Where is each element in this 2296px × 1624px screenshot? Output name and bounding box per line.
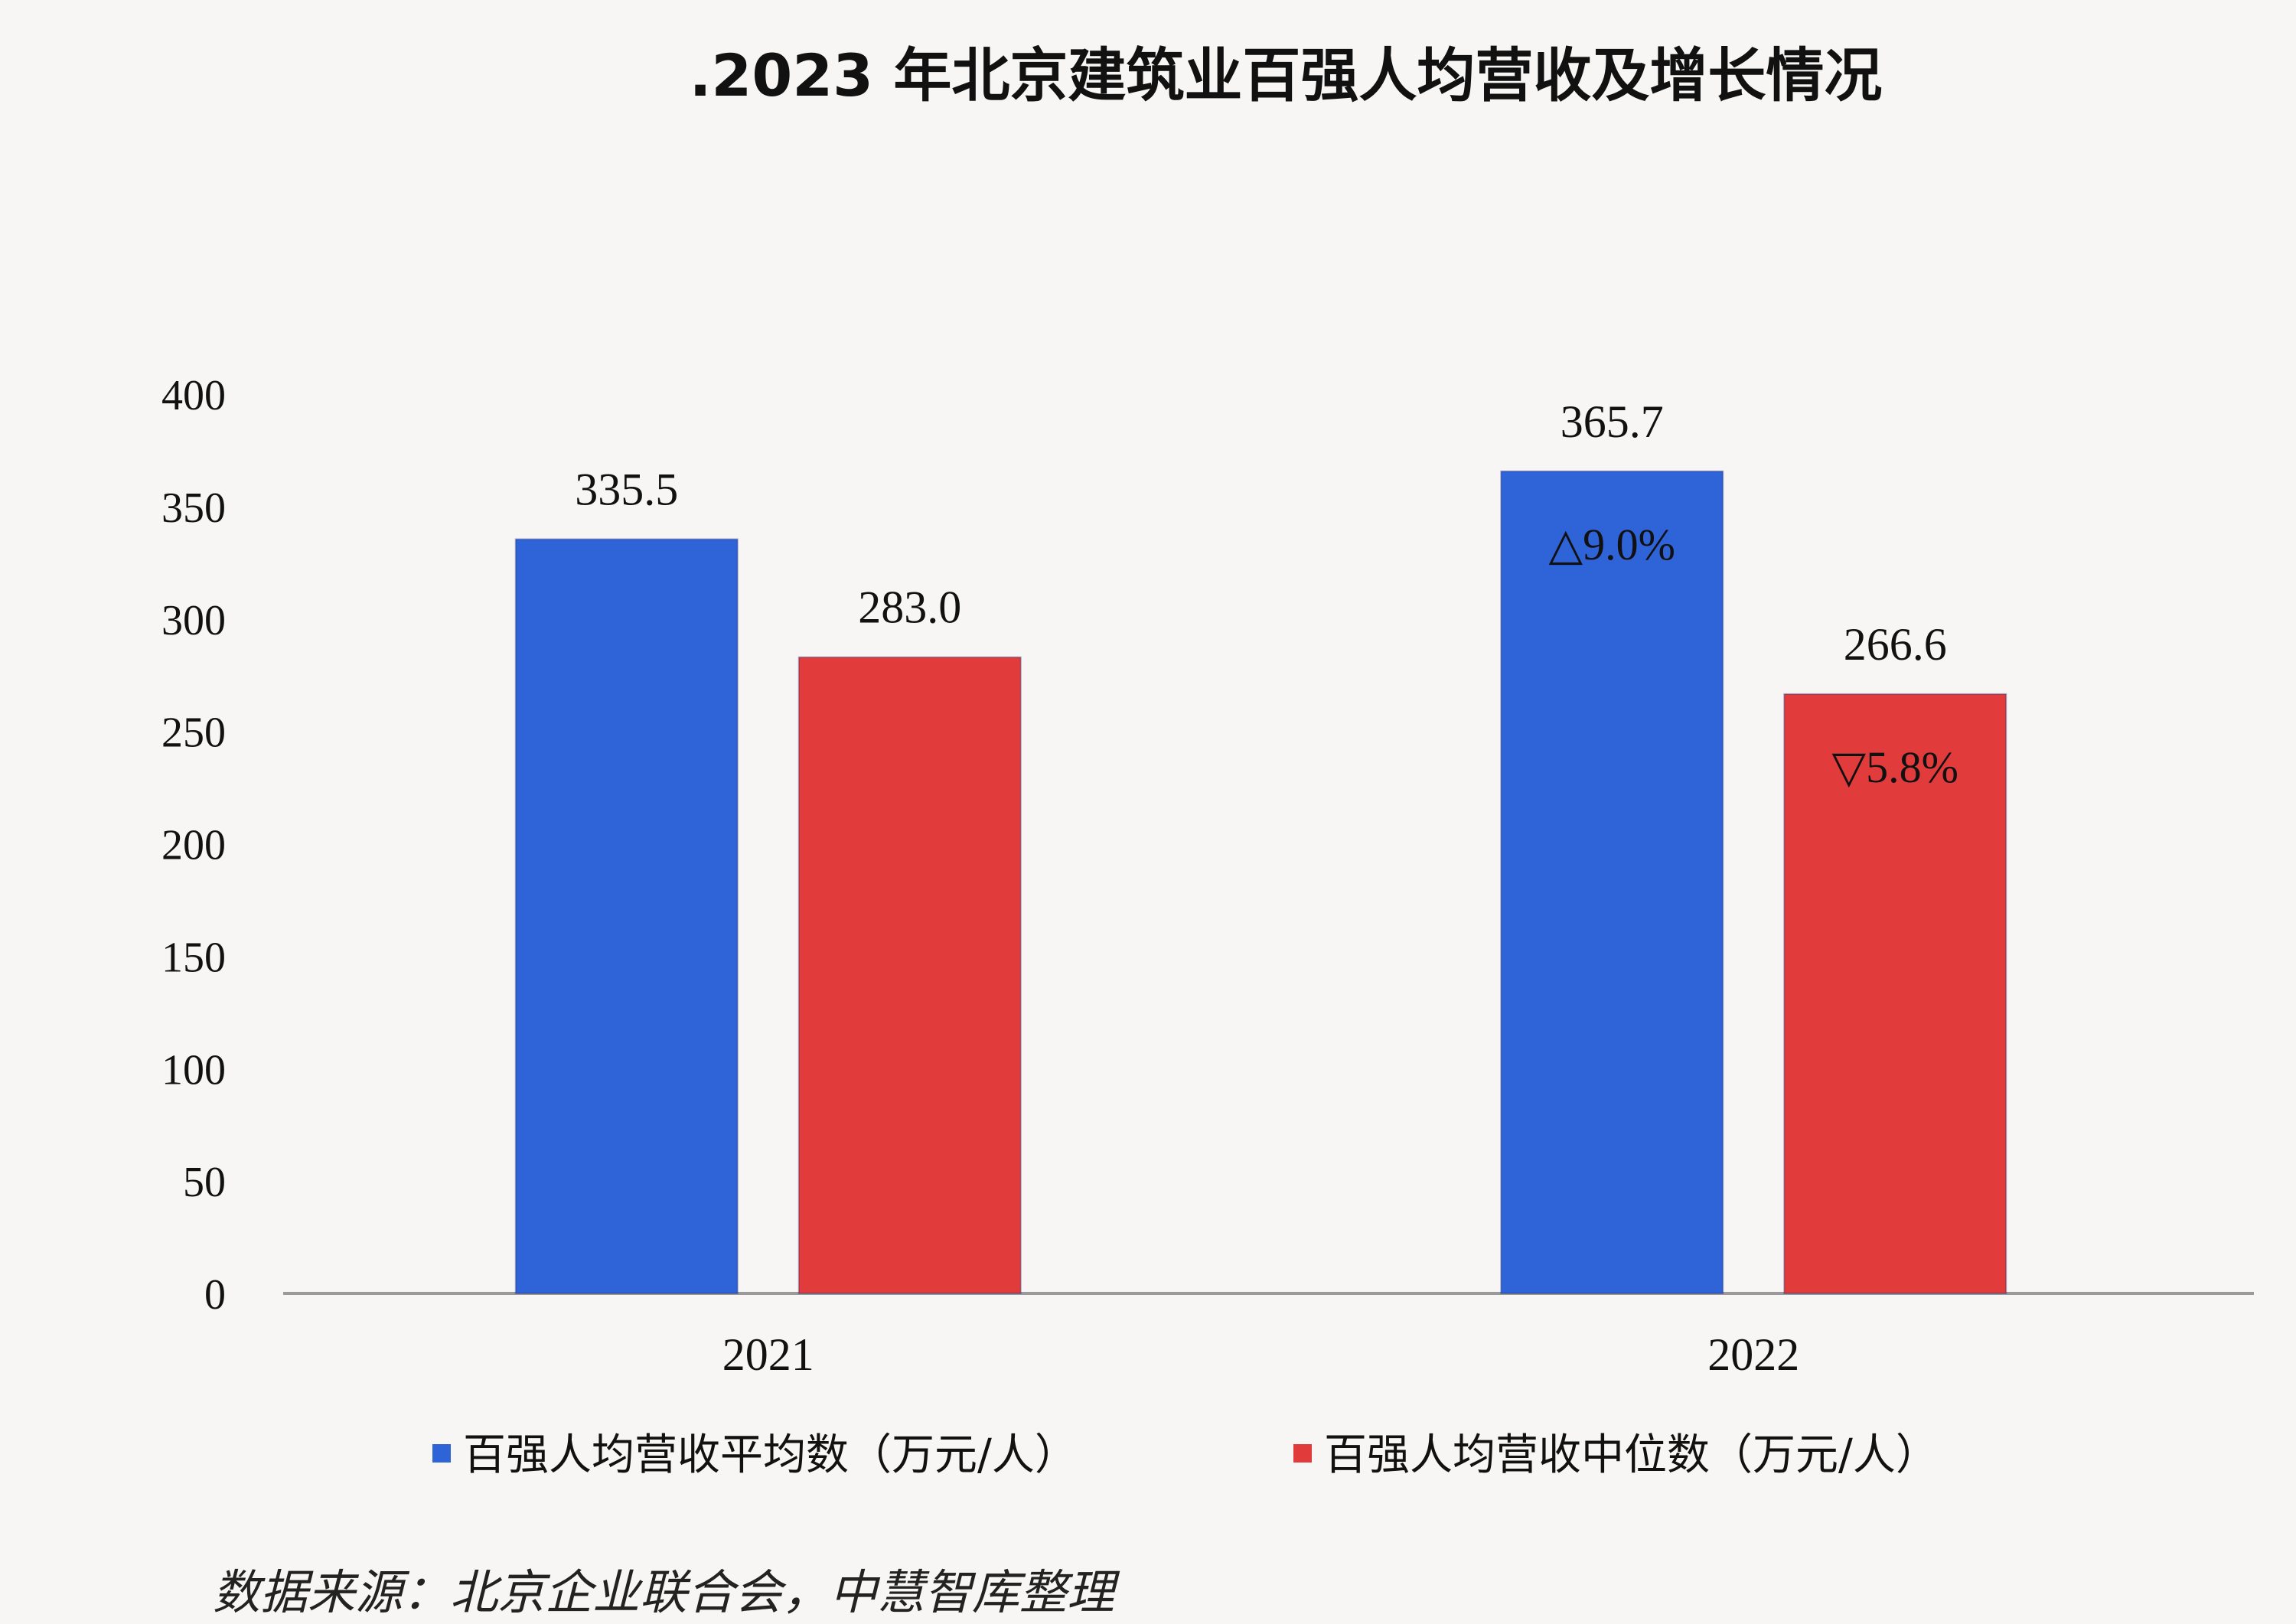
y-tick-label: 0 xyxy=(204,1271,226,1319)
legend-label: 百强人均营收中位数（万元/人） xyxy=(1324,1430,1939,1480)
bars: 335.5 283.0 365.7 △9.0% 266.6 ▽5.8% xyxy=(514,396,2007,1294)
bar xyxy=(1500,470,1724,1294)
data-label: 266.6 xyxy=(1844,619,1947,670)
change-annotation: △9.0% xyxy=(1549,520,1675,569)
data-label: 335.5 xyxy=(575,464,678,514)
y-tick-label: 400 xyxy=(161,372,226,419)
x-category-label: 2022 xyxy=(1707,1329,1799,1380)
y-tick-label: 200 xyxy=(161,822,226,869)
legend-label: 百强人均营收平均数（万元/人） xyxy=(463,1430,1078,1480)
y-tick-label: 350 xyxy=(161,484,226,532)
source-note: 数据来源：北京企业联合会，中慧智库整理 xyxy=(213,1564,1115,1620)
bar xyxy=(514,538,739,1294)
legend-swatch xyxy=(432,1444,451,1463)
x-category-label: 2021 xyxy=(722,1329,814,1380)
legend: 百强人均营收平均数（万元/人） 百强人均营收中位数（万元/人） xyxy=(432,1430,1939,1480)
y-tick-label: 150 xyxy=(161,934,226,981)
x-axis-categories: 2021 2022 xyxy=(722,1329,1800,1380)
y-tick-label: 300 xyxy=(161,597,226,644)
change-annotation: ▽5.8% xyxy=(1832,742,1958,792)
bar xyxy=(1783,693,2007,1294)
y-axis-ticks: 0 50 100 150 200 250 300 350 400 xyxy=(161,372,226,1319)
bar xyxy=(797,656,1022,1294)
legend-swatch xyxy=(1293,1444,1312,1463)
y-tick-label: 250 xyxy=(161,709,226,757)
y-tick-label: 100 xyxy=(161,1046,226,1094)
data-label: 365.7 xyxy=(1561,396,1664,447)
data-label: 283.0 xyxy=(858,582,961,633)
chart-title: .2023 年北京建筑业百强人均营收及增长情况 xyxy=(690,41,1883,109)
y-tick-label: 50 xyxy=(183,1159,226,1206)
